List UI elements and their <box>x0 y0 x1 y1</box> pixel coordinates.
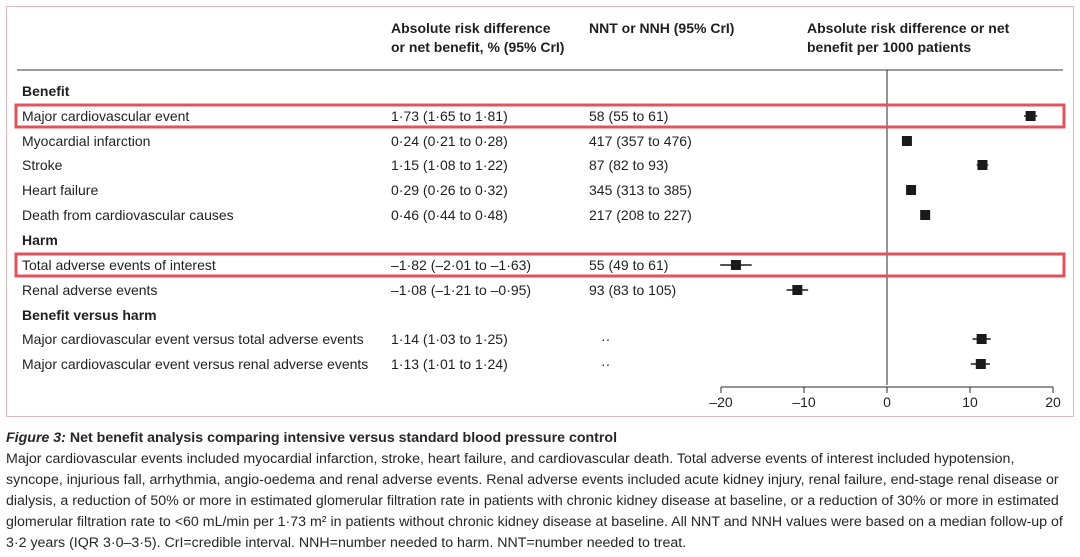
x-tick-label: 10 <box>962 394 978 410</box>
x-tick-label: 20 <box>1045 394 1061 410</box>
risk-difference-value: 0·29 (0·26 to 0·32) <box>391 182 508 198</box>
forest-header-line1: Absolute risk difference or net <box>807 20 1010 36</box>
section-label: Benefit <box>22 83 70 99</box>
point-marker <box>975 359 986 369</box>
row-label: Major cardiovascular event versus total … <box>22 331 364 347</box>
highlight-box <box>14 103 1066 129</box>
highlight-box <box>14 252 1066 278</box>
figure-caption: Figure 3: Net benefit analysis comparing… <box>6 428 1074 554</box>
row-label: Myocardial infarction <box>22 133 150 149</box>
point-marker <box>1025 111 1036 121</box>
figure-title: Net benefit analysis comparing intensive… <box>69 430 618 446</box>
risk-difference-value: –1·82 (–2·01 to –1·63) <box>391 257 531 273</box>
risk-difference-value: 1·13 (1·01 to 1·24) <box>391 356 508 372</box>
risk-difference-header-line2: or net benefit, % (95% CrI) <box>391 39 564 55</box>
point-marker <box>792 285 803 295</box>
point-marker <box>906 185 917 195</box>
risk-difference-value: 1·14 (1·03 to 1·25) <box>391 331 508 347</box>
point-marker <box>920 210 931 220</box>
nnt-value: 93 (83 to 105) <box>589 282 676 298</box>
row-label: Stroke <box>22 157 63 173</box>
row-label: Heart failure <box>22 182 98 198</box>
row-label: Total adverse events of interest <box>22 257 216 273</box>
risk-difference-value: –1·08 (–1·21 to –0·95) <box>391 282 531 298</box>
section-label: Benefit versus harm <box>22 307 157 323</box>
caption-body: Major cardiovascular events included myo… <box>6 451 1063 551</box>
forest-plot-figure: Absolute risk difference or net benefit, … <box>14 20 1066 410</box>
point-marker <box>976 334 987 344</box>
nnt-value: 417 (357 to 476) <box>589 133 692 149</box>
row-label: Renal adverse events <box>22 282 157 298</box>
nnt-value: 58 (55 to 61) <box>589 108 668 124</box>
row-label: Major cardiovascular event versus renal … <box>22 356 368 372</box>
nnt-value: 345 (313 to 385) <box>589 182 692 198</box>
nnt-value: 55 (49 to 61) <box>589 257 668 273</box>
x-tick-label: –10 <box>792 394 816 410</box>
risk-difference-value: 0·24 (0·21 to 0·28) <box>391 133 508 149</box>
figure-label: Figure 3: <box>6 430 66 446</box>
point-marker <box>901 136 912 146</box>
nnt-header: NNT or NNH (95% CrI) <box>589 20 734 36</box>
point-marker <box>977 160 988 170</box>
risk-difference-value: 1·15 (1·08 to 1·22) <box>391 157 508 173</box>
nnt-value: 87 (82 to 93) <box>589 157 668 173</box>
x-tick-label: 0 <box>883 394 891 410</box>
caption-heading: Figure 3: Net benefit analysis comparing… <box>6 428 1074 449</box>
risk-difference-header-line1: Absolute risk difference <box>391 20 551 36</box>
x-tick-label: –20 <box>709 394 733 410</box>
risk-difference-value: 0·46 (0·44 to 0·48) <box>391 207 508 223</box>
nnt-value: 217 (208 to 227) <box>589 207 692 223</box>
point-marker <box>730 260 741 270</box>
figure-panel: Absolute risk difference or net benefit, … <box>6 6 1074 417</box>
section-label: Harm <box>22 232 58 248</box>
nnt-value: ·· <box>601 331 610 347</box>
nnt-value: ·· <box>601 356 610 372</box>
forest-header-line2: benefit per 1000 patients <box>807 39 971 55</box>
risk-difference-value: 1·73 (1·65 to 1·81) <box>391 108 508 124</box>
row-label: Death from cardiovascular causes <box>22 207 234 223</box>
row-label: Major cardiovascular event <box>22 108 189 124</box>
